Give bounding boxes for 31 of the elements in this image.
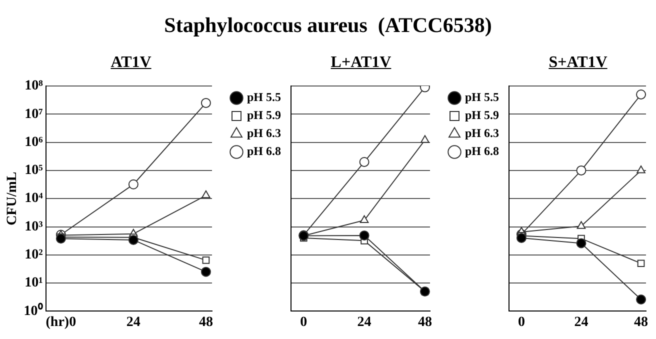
legend-label: pH 5.9 [247,108,282,122]
chart-title: S+AT1V [548,54,608,73]
y-tick-label: 10² [24,248,43,263]
x-tick-label: (hr)0 [46,315,76,330]
x-tick-label: 48 [198,315,213,330]
y-tick-label: 10⁵ [24,163,43,178]
legend-label: pH 5.5 [465,90,500,104]
x-tick-label: 24 [574,315,588,330]
y-tick-label: 10³ [24,219,43,234]
text: Staphylococcus aureus (ATCC6538) [163,12,493,39]
x-tick-label: 48 [418,315,432,330]
x-tick-label: 24 [126,315,140,330]
x-tick-label: 24 [357,315,372,330]
legend-label: pH 6.8 [247,144,282,158]
y-tick-label: 10⁴ [24,191,44,206]
y-axis-title: CFU/mL [5,172,20,226]
x-tick-label: 0 [300,315,308,330]
legend-label: pH 6.3 [465,126,500,140]
legend-label: pH 5.5 [247,90,282,104]
legend-label: pH 6.8 [465,144,500,158]
y-tick-label: 10¹ [24,276,43,291]
y-tick-label: 10⁸ [24,78,43,94]
chart-title: L+AT1V [330,54,392,73]
y-tick-label: 10⁶ [24,134,43,150]
legend-label: pH 5.9 [465,108,500,122]
chart-title: AT1V [110,54,152,73]
legend-label: pH 6.3 [247,126,282,140]
y-tick-label: 10⁰ [24,302,43,319]
x-tick-label: 0 [518,315,525,330]
y-tick-label: 10⁷ [24,106,43,122]
x-tick-label: 48 [634,315,648,330]
